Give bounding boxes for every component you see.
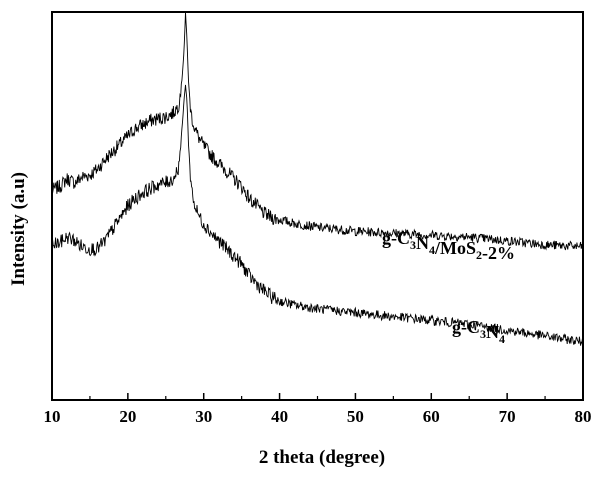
x-tick-label: 70: [499, 407, 516, 426]
series-layer: g-C3N4/MoS2-2%g-C3N4: [52, 12, 583, 346]
series-label: g-C3N4: [452, 317, 505, 346]
ticks-layer: 10 20 30 40 50 60 70 80: [44, 393, 592, 426]
x-tick-label: 10: [44, 407, 61, 426]
x-axis-title: 2 theta (degree): [259, 447, 385, 468]
x-tick-label: 30: [195, 407, 212, 426]
y-axis-title: Intensity (a.u): [8, 172, 29, 286]
x-tick-label: 20: [119, 407, 136, 426]
series-line: [52, 85, 583, 346]
x-tick-label: 50: [347, 407, 364, 426]
x-tick-label: 60: [423, 407, 440, 426]
x-tick-label: 40: [271, 407, 288, 426]
x-tick-label: 80: [575, 407, 592, 426]
series-line: [52, 12, 583, 250]
